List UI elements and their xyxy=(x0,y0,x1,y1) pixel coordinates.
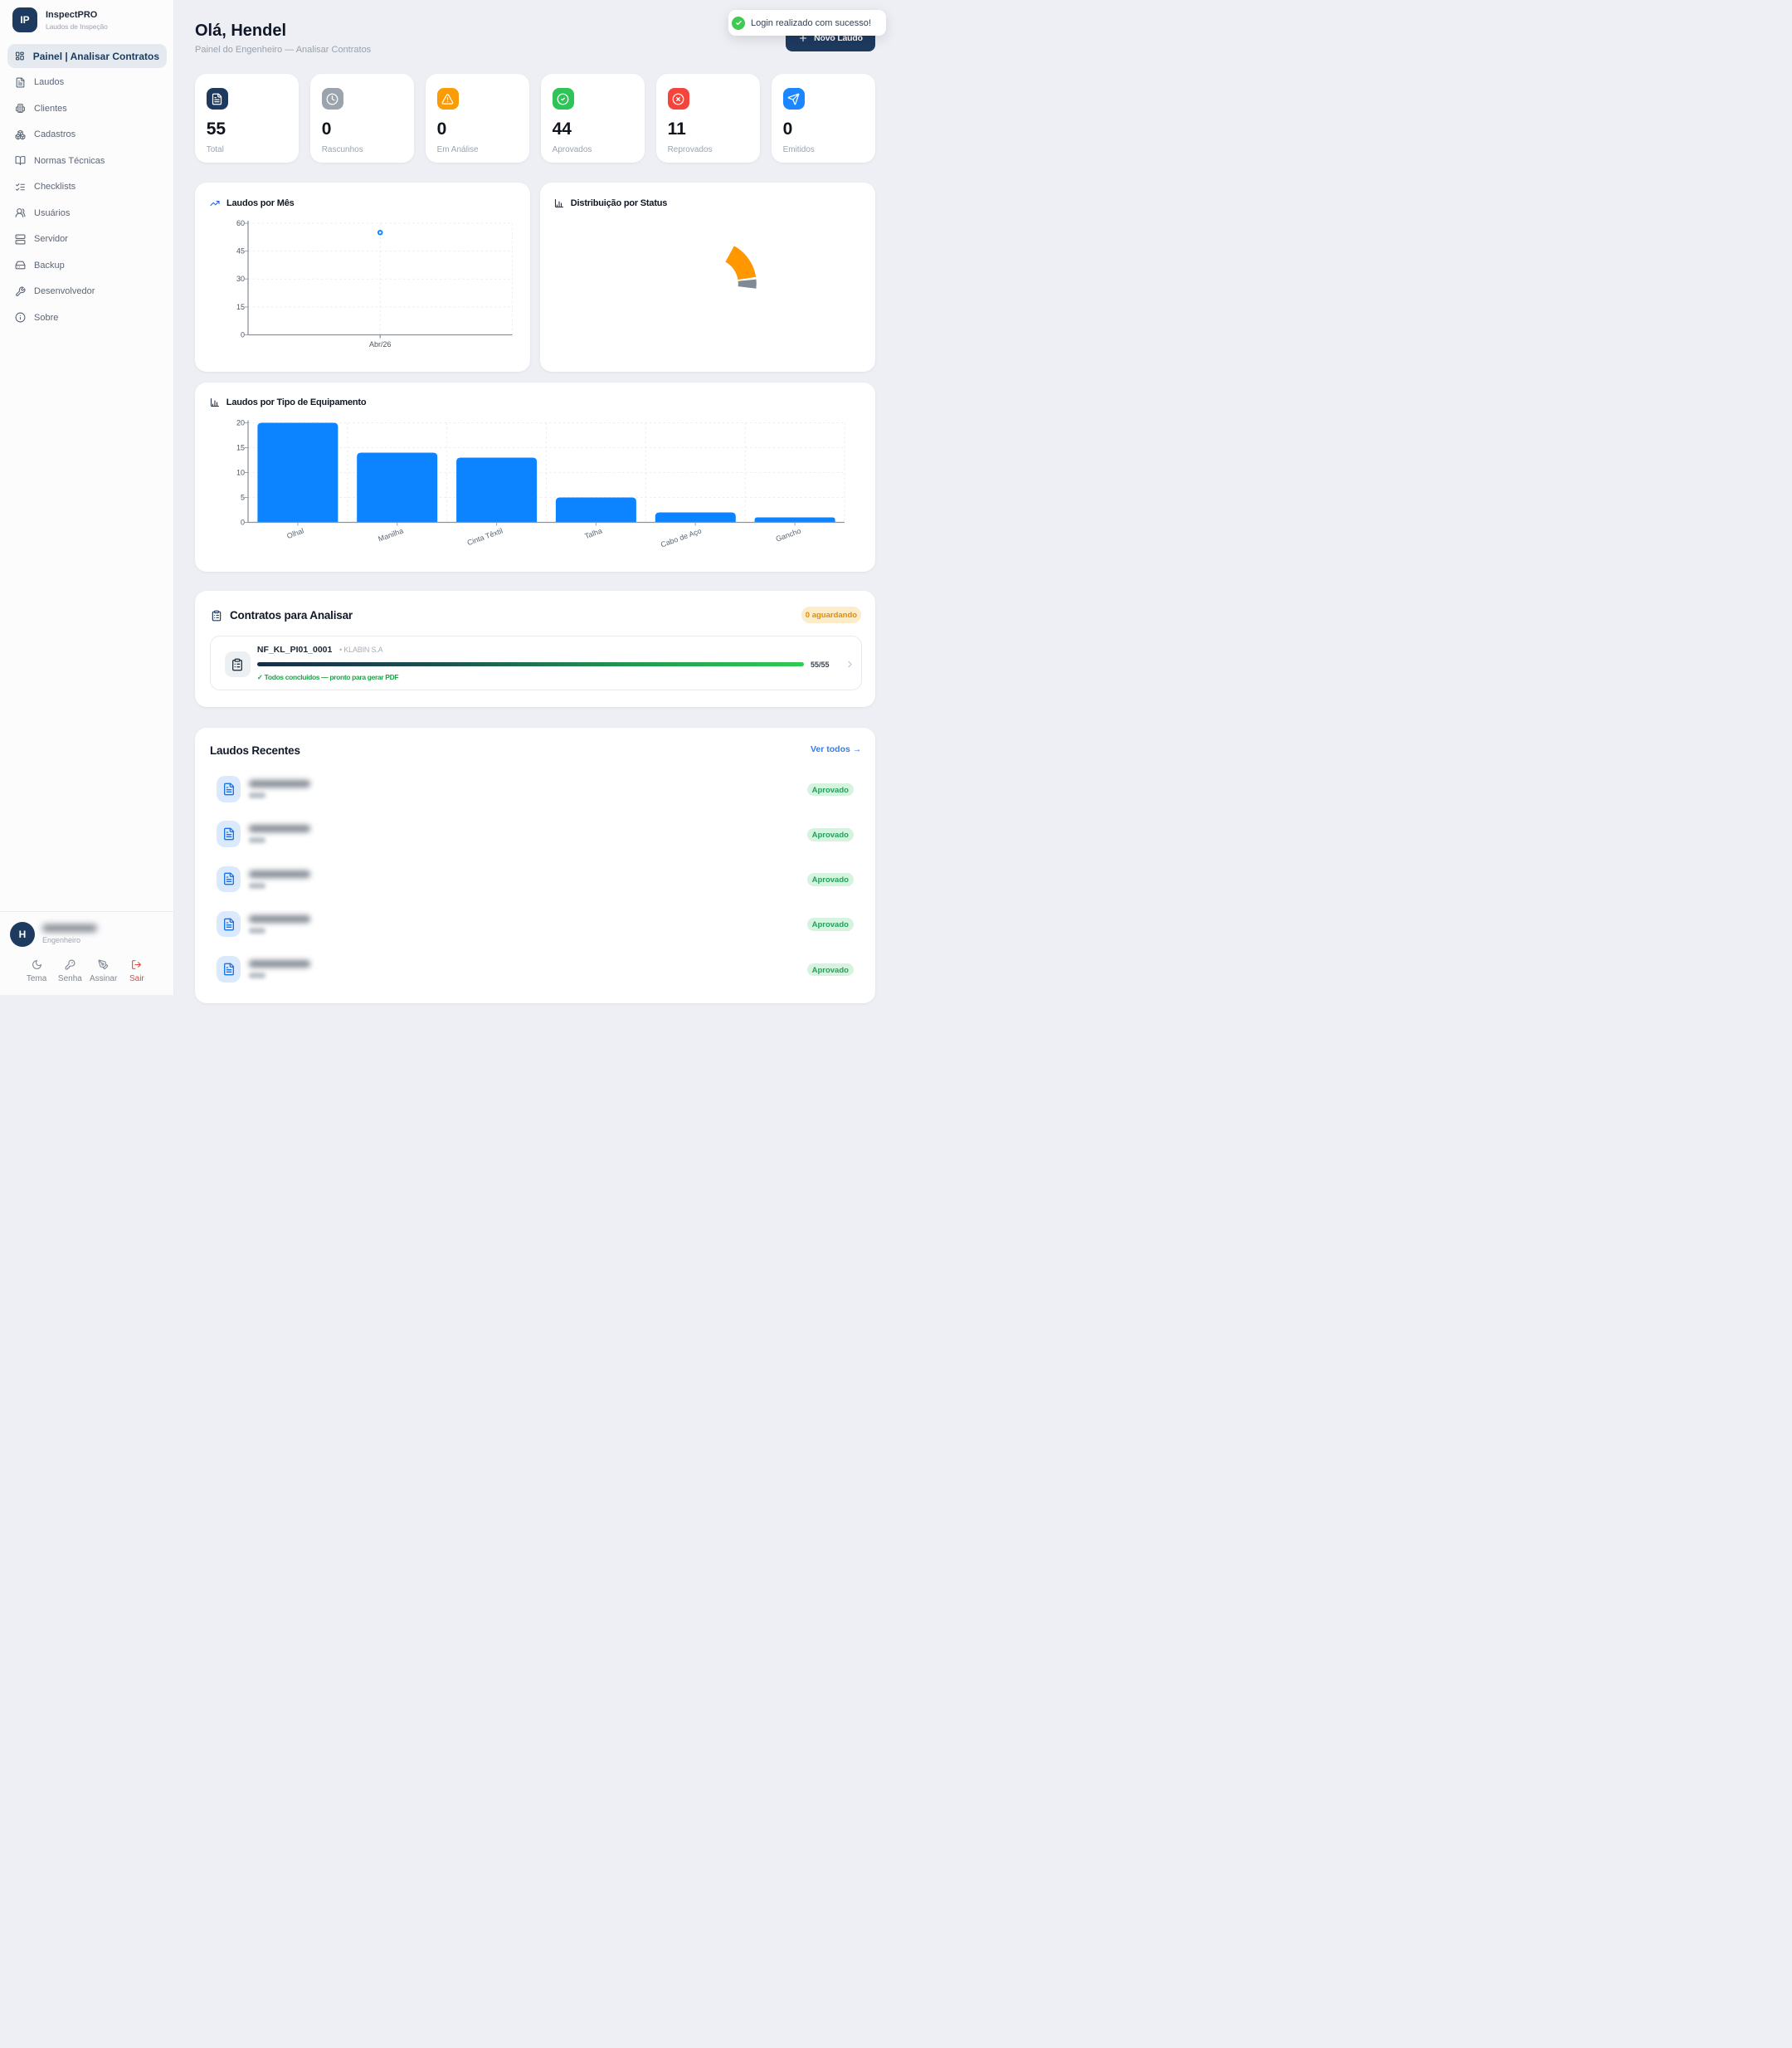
svg-text:5: 5 xyxy=(241,493,245,501)
svg-text:0: 0 xyxy=(241,518,245,526)
svg-text:45: 45 xyxy=(236,247,245,256)
svg-text:Cabo de Aço: Cabo de Aço xyxy=(660,526,703,549)
svg-text:30: 30 xyxy=(236,275,245,283)
svg-text:15: 15 xyxy=(236,303,245,311)
svg-text:0: 0 xyxy=(241,331,245,339)
svg-text:Talha: Talha xyxy=(583,526,603,540)
svg-text:60: 60 xyxy=(236,219,245,227)
svg-text:Abr/26: Abr/26 xyxy=(369,340,392,349)
svg-text:10: 10 xyxy=(236,468,245,476)
svg-text:20: 20 xyxy=(236,418,245,427)
svg-text:Gancho: Gancho xyxy=(775,526,802,543)
svg-text:Olhal: Olhal xyxy=(285,526,304,540)
svg-text:15: 15 xyxy=(236,443,245,451)
svg-text:Cinta Têxtil: Cinta Têxtil xyxy=(466,526,504,547)
svg-text:Manilha: Manilha xyxy=(377,526,404,543)
